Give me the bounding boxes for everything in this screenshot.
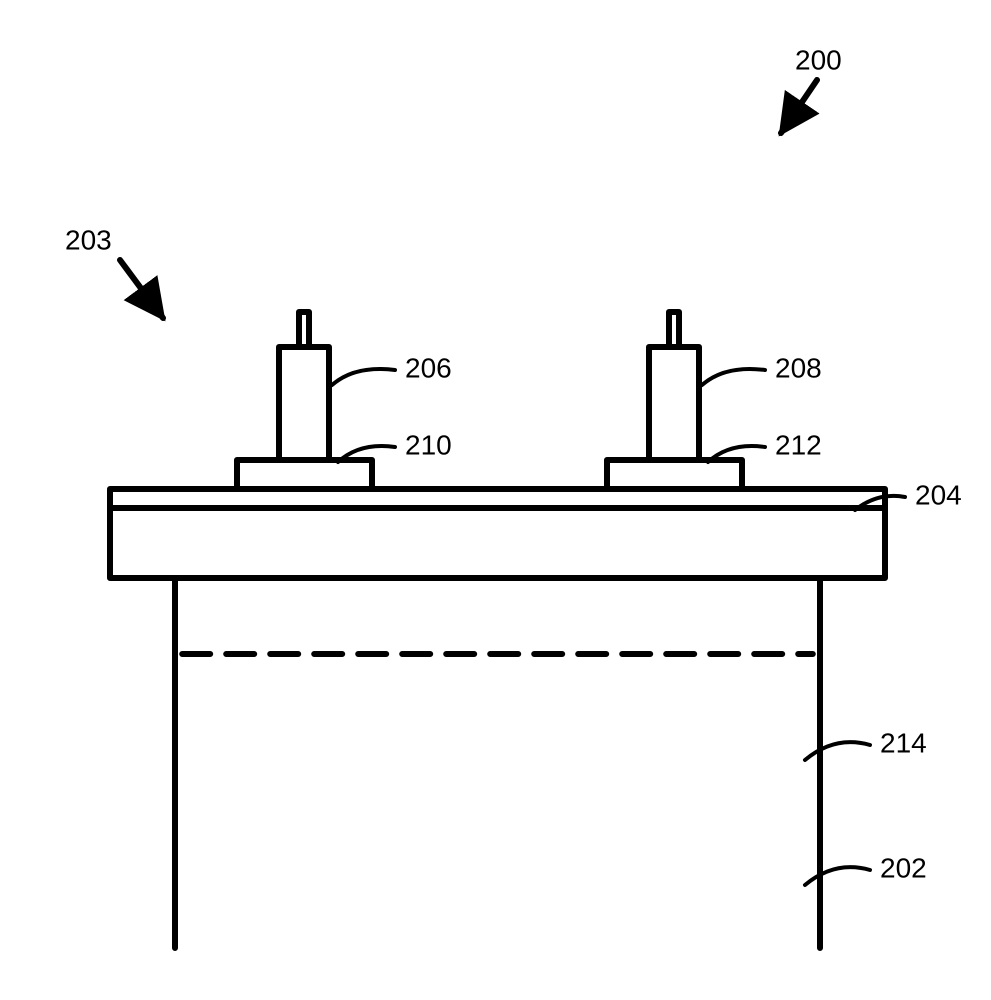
label-212: 212 [775, 429, 822, 460]
technical-diagram: 200 203 206 208 210 212 204 214 202 [0, 0, 991, 1000]
right-cylinder [649, 347, 699, 460]
label-214: 214 [880, 727, 927, 758]
arrow-203 [120, 260, 163, 318]
leader-202 [805, 867, 870, 885]
arrow-200 [781, 80, 817, 133]
label-208: 208 [775, 352, 822, 383]
label-206: 206 [405, 352, 452, 383]
left-base [237, 460, 372, 489]
leader-206 [332, 369, 395, 385]
label-200: 200 [795, 44, 842, 75]
right-base [607, 460, 742, 489]
container-body [175, 578, 820, 948]
label-204: 204 [915, 479, 962, 510]
left-stub [299, 312, 309, 347]
label-203: 203 [65, 224, 112, 255]
leader-208 [702, 369, 765, 385]
leader-214 [805, 742, 870, 760]
container-lip [110, 508, 885, 578]
label-210: 210 [405, 429, 452, 460]
label-202: 202 [880, 852, 927, 883]
right-stub [669, 312, 679, 347]
top-plate [110, 489, 885, 508]
left-cylinder [279, 347, 329, 460]
